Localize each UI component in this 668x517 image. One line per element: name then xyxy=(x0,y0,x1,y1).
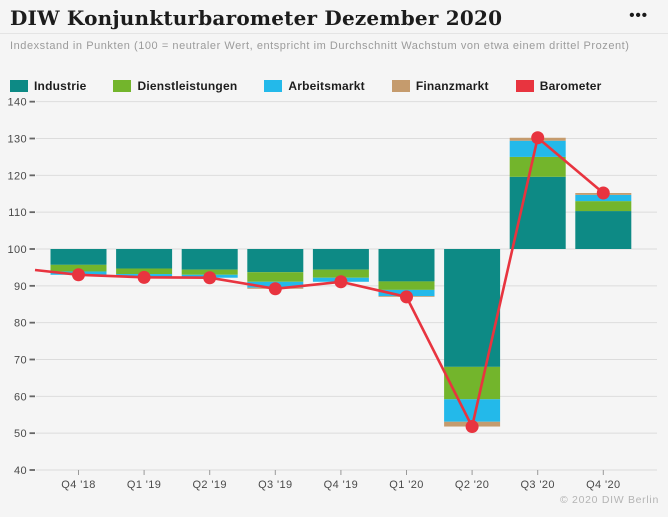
y-axis-label-60: 60 xyxy=(14,391,27,403)
y-axis-label-80: 80 xyxy=(14,318,27,330)
bar-segment-industrie-7[interactable] xyxy=(444,249,501,367)
legend-label-finanzmarkt: Finanzmarkt xyxy=(415,79,489,93)
legend-label-industrie: Industrie xyxy=(34,79,87,93)
x-axis-label-2: Q1 '19 xyxy=(127,479,161,491)
legend-swatch-industrie xyxy=(10,80,28,92)
barometer-point-4[interactable] xyxy=(268,282,282,296)
barometer-point-5[interactable] xyxy=(334,275,348,289)
chart-svg: 40 50 60 70 80 90 100 110 120 130 140 Q4 '18 Q1 '19 Q… xyxy=(7,97,657,491)
legend-swatch-arbeitsmarkt xyxy=(264,80,283,92)
x-axis-label-3: Q2 '19 xyxy=(192,479,226,491)
legend-swatch-dienstleistungen xyxy=(113,80,132,92)
x-axis-label-9: Q4 '20 xyxy=(586,479,620,491)
legend-item-finanzmarkt[interactable]: Finanzmarkt xyxy=(391,79,489,93)
bar-segment-dienstleistungen-8[interactable] xyxy=(509,156,566,177)
legend-label-dienstleistungen: Dienstleistungen xyxy=(137,79,238,93)
legend-item-dienstleistungen[interactable]: Dienstleistungen xyxy=(113,79,237,93)
legend-label-barometer: Barometer xyxy=(539,79,602,93)
x-axis-label-4: Q3 '19 xyxy=(258,479,292,491)
legend-swatch-barometer xyxy=(515,80,534,92)
barometer-point-9[interactable] xyxy=(596,186,610,200)
title-divider xyxy=(0,33,668,34)
barometer-point-8[interactable] xyxy=(531,131,545,145)
barometer-point-2[interactable] xyxy=(137,270,151,284)
x-axis-label-1: Q4 '18 xyxy=(61,479,95,491)
x-axis-label-7: Q2 '20 xyxy=(455,479,489,491)
y-axis-label-100: 100 xyxy=(7,244,27,256)
bar-segment-dienstleistungen-4[interactable] xyxy=(247,272,304,282)
bar-segment-arbeitsmarkt-7[interactable] xyxy=(444,399,501,422)
y-axis-label-130: 130 xyxy=(7,134,27,146)
bar-segment-industrie-1[interactable] xyxy=(50,249,107,265)
bar-segment-arbeitsmarkt-8[interactable] xyxy=(509,140,566,157)
y-axis-label-90: 90 xyxy=(14,281,27,293)
bar-segment-dienstleistungen-1[interactable] xyxy=(50,264,107,272)
x-axis-label-6: Q1 '20 xyxy=(389,479,423,491)
barometer-point-3[interactable] xyxy=(203,271,217,285)
chart-subtitle: Indexstand in Punkten (100 = neutraler W… xyxy=(10,40,630,52)
bar-segment-industrie-2[interactable] xyxy=(116,249,173,269)
chart-legend: Industrie Dienstleistungen Arbeitsmarkt Fin… xyxy=(10,79,602,93)
x-axis-label-5: Q4 '19 xyxy=(324,479,358,491)
barometer-point-6[interactable] xyxy=(400,290,413,304)
y-axis-label-70: 70 xyxy=(14,354,27,366)
bar-segment-industrie-4[interactable] xyxy=(247,249,304,273)
bar-segment-dienstleistungen-5[interactable] xyxy=(312,269,369,278)
legend-label-arbeitsmarkt: Arbeitsmarkt xyxy=(288,79,365,93)
bar-segment-industrie-9[interactable] xyxy=(575,211,632,249)
page-title: DIW Konjunkturbarometer Dezember 2020 xyxy=(10,6,503,30)
bar-segment-industrie-5[interactable] xyxy=(312,249,369,270)
legend-item-industrie[interactable]: Industrie xyxy=(10,79,86,93)
bar-segment-dienstleistungen-7[interactable] xyxy=(444,366,501,400)
y-axis-label-140: 140 xyxy=(7,97,27,109)
legend-item-arbeitsmarkt[interactable]: Arbeitsmarkt xyxy=(264,79,365,93)
y-axis-label-40: 40 xyxy=(14,465,27,477)
overflow-menu-icon[interactable]: ••• xyxy=(629,7,648,24)
y-axis-label-110: 110 xyxy=(8,207,27,219)
bar-segment-dienstleistungen-6[interactable] xyxy=(378,281,435,290)
legend-swatch-finanzmarkt xyxy=(391,80,410,92)
barometer-point-7[interactable] xyxy=(465,420,479,434)
copyright-note: © 2020 DIW Berlin xyxy=(559,494,659,506)
legend-item-barometer[interactable]: Barometer xyxy=(515,79,602,93)
bar-segment-dienstleistungen-9[interactable] xyxy=(575,201,632,212)
bar-segment-industrie-6[interactable] xyxy=(378,249,435,282)
barometer-line xyxy=(34,135,605,431)
y-axis-label-50: 50 xyxy=(14,428,27,440)
barometer-point-1[interactable] xyxy=(72,268,85,282)
bar-segment-industrie-3[interactable] xyxy=(181,249,238,270)
x-axis-label-8: Q3 '20 xyxy=(520,479,554,491)
y-axis-label-120: 120 xyxy=(7,170,27,182)
bar-segment-industrie-8[interactable] xyxy=(509,176,566,249)
